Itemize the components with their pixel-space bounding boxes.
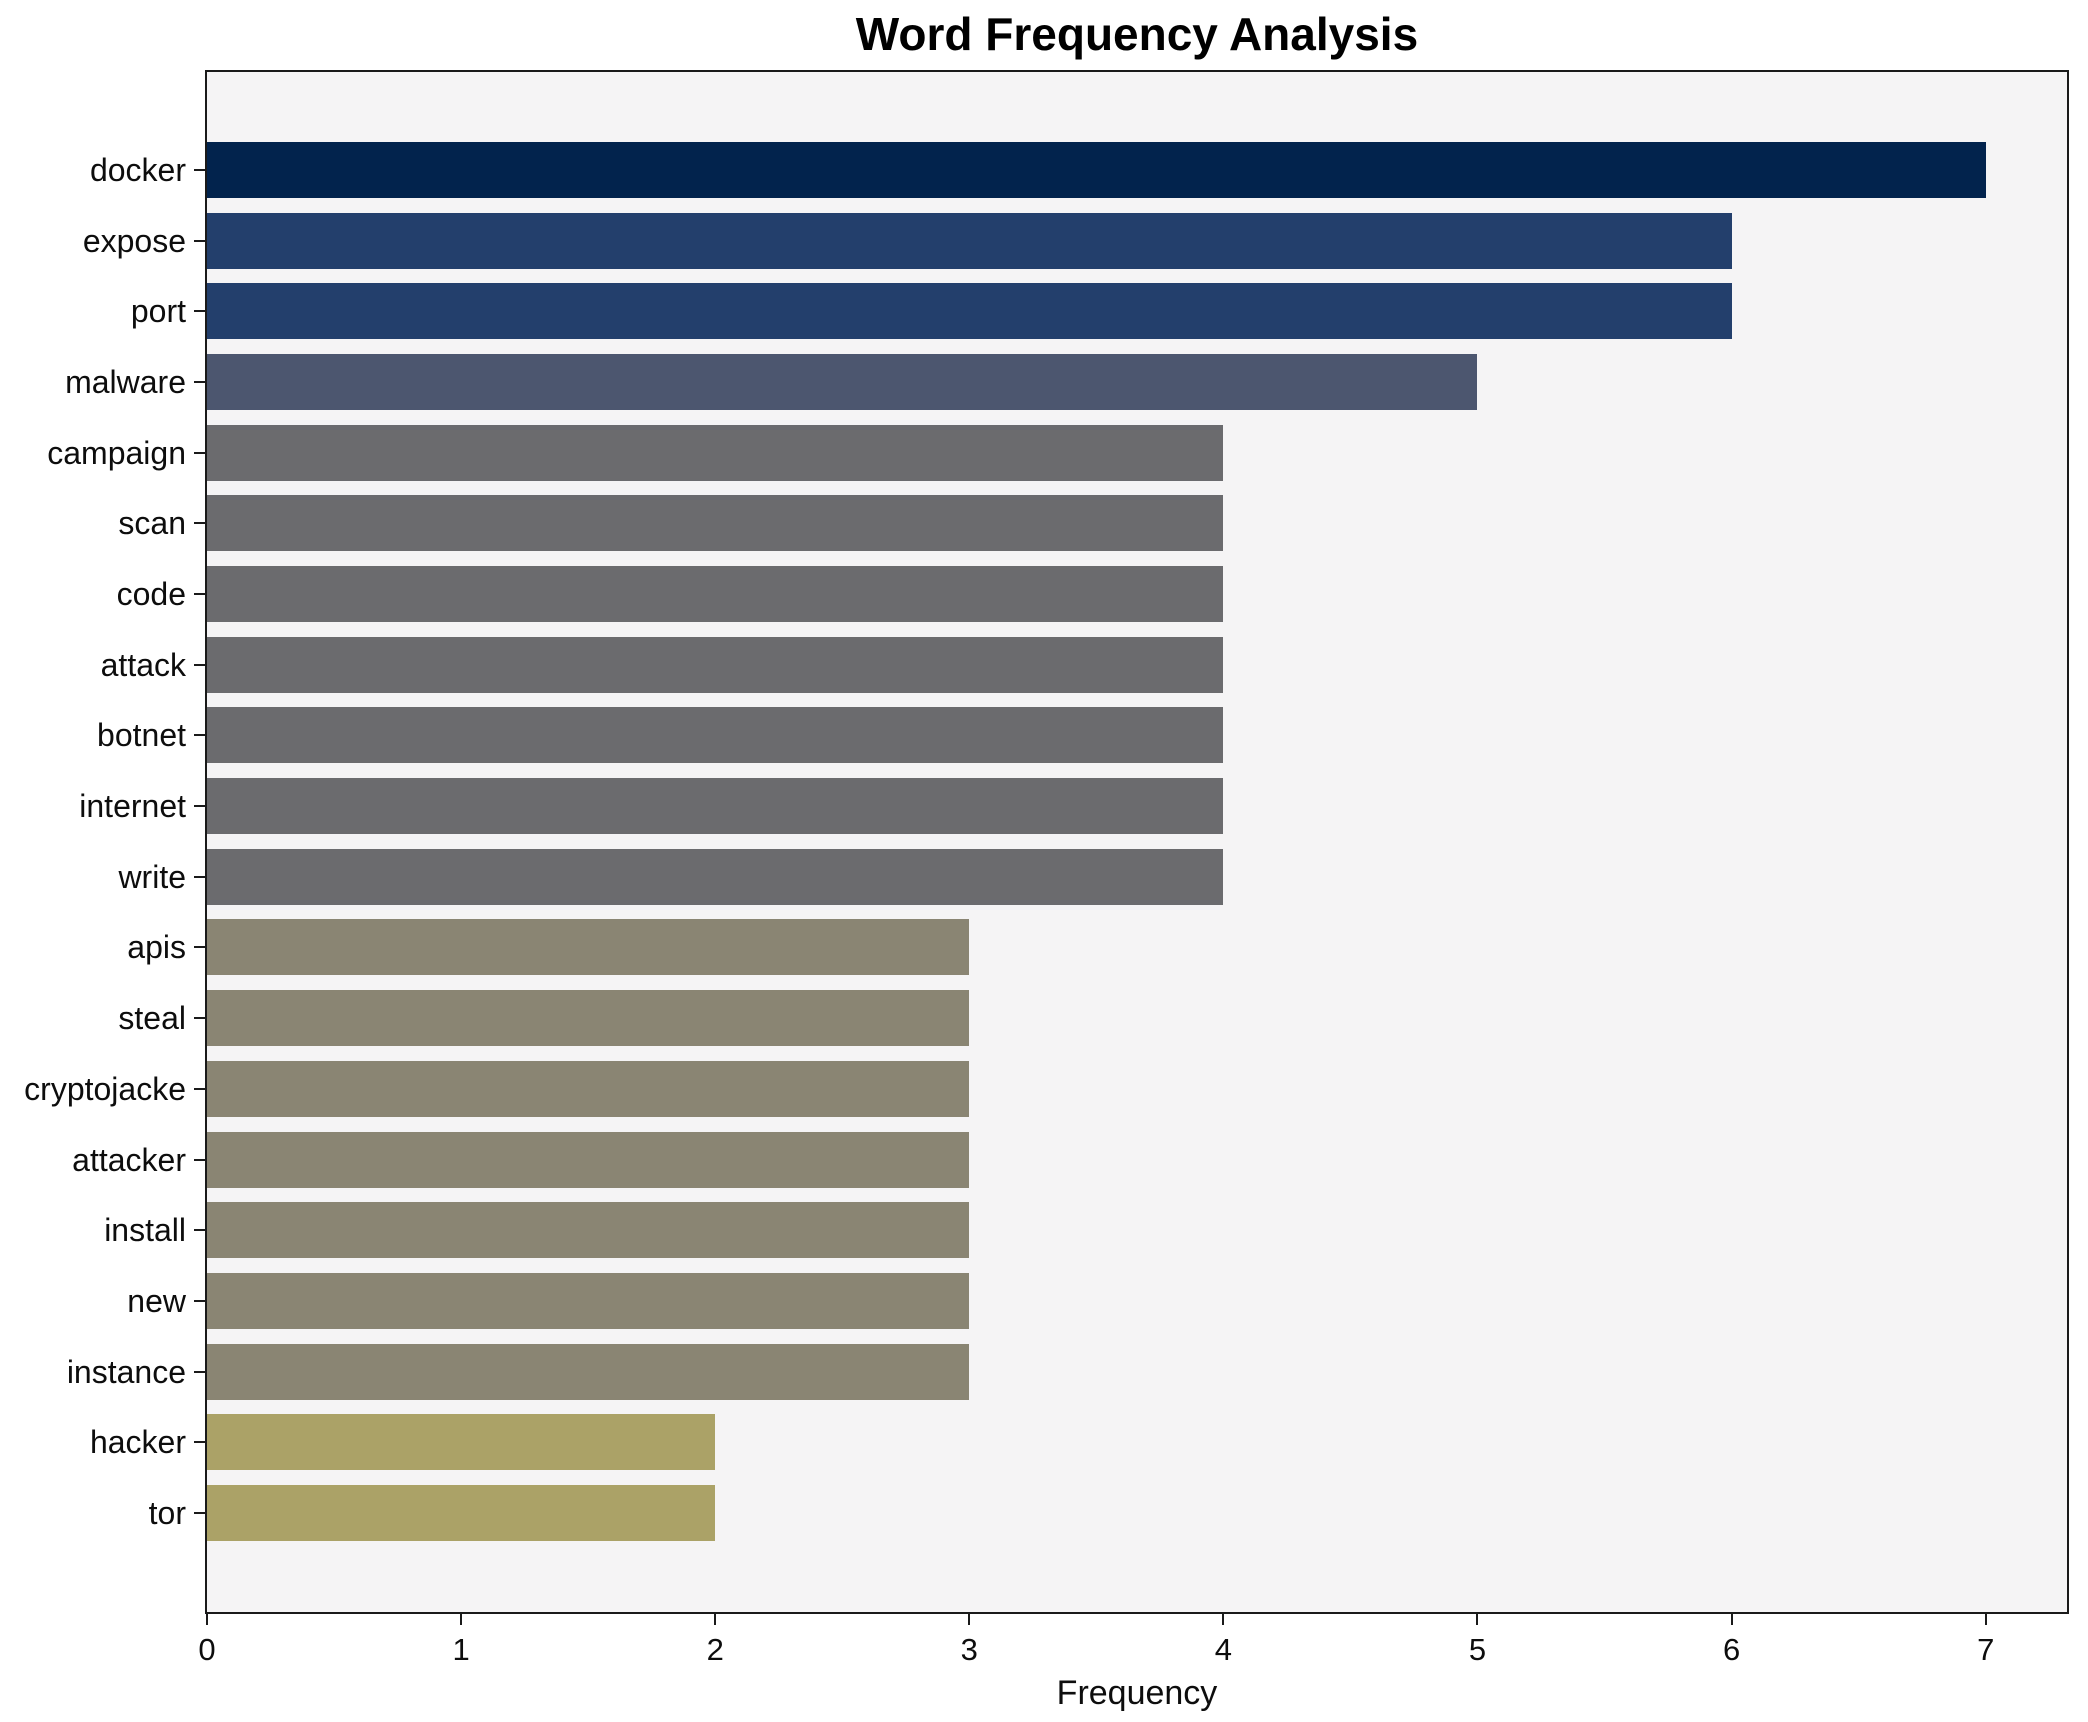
y-tick (194, 169, 205, 171)
y-tick (194, 1299, 205, 1302)
x-tick (968, 1614, 971, 1625)
x-tick (714, 1614, 717, 1625)
x-tick (460, 1614, 463, 1625)
y-tick-label-tor: tor (148, 1494, 186, 1531)
y-tick (194, 1511, 205, 1514)
x-tick-label: 3 (960, 1632, 978, 1667)
x-tick-label: 5 (1468, 1632, 1487, 1667)
x-tick-label: 2 (706, 1632, 724, 1667)
bar-campaign (207, 424, 1224, 481)
x-tick (1984, 1614, 1987, 1625)
y-tick-label-new: new (127, 1282, 186, 1319)
y-tick-label-internet: internet (79, 788, 186, 825)
y-tick (194, 805, 205, 808)
y-tick (194, 1229, 205, 1232)
y-tick (194, 663, 205, 666)
y-tick-label-cryptojacke: cryptojacke (24, 1070, 186, 1107)
y-tick-label-steal: steal (118, 1000, 186, 1037)
bar-malware (207, 354, 1478, 411)
x-tick-label: 6 (1722, 1632, 1741, 1667)
y-tick-label-campaign: campaign (47, 434, 186, 471)
y-tick-label-botnet: botnet (97, 717, 186, 754)
x-tick-label: 4 (1214, 1632, 1233, 1667)
bar-attack (207, 636, 1224, 693)
bar-hacker (207, 1414, 716, 1471)
y-tick (194, 1441, 205, 1444)
y-tick-label-port: port (130, 293, 186, 330)
bar-code (207, 566, 1224, 623)
bar-docker (207, 142, 1986, 198)
bar-expose (207, 212, 1732, 269)
y-tick-label-write: write (118, 858, 186, 895)
y-tick-label-install: install (104, 1212, 186, 1249)
y-tick (194, 1087, 205, 1090)
y-tick-label-code: code (116, 576, 186, 613)
x-tick-label: 1 (452, 1632, 470, 1667)
y-tick (194, 946, 205, 949)
y-tick (194, 1158, 205, 1161)
bar-attacker (207, 1131, 970, 1188)
bar-write (207, 848, 1224, 905)
y-tick-label-instance: instance (66, 1353, 186, 1390)
x-tick (1730, 1614, 1733, 1625)
bar-tor (207, 1484, 716, 1541)
bar-steal (207, 990, 970, 1047)
y-tick (194, 875, 205, 878)
y-tick-label-apis: apis (127, 929, 186, 966)
y-tick-label-hacker: hacker (89, 1424, 186, 1461)
y-tick-label-expose: expose (82, 222, 186, 259)
y-tick (194, 451, 205, 454)
y-tick (194, 1370, 205, 1373)
x-tick-label: 7 (1977, 1632, 1995, 1667)
bar-apis (207, 919, 970, 976)
y-tick-label-attack: attack (100, 646, 186, 683)
x-tick (206, 1614, 208, 1625)
x-tick (1222, 1614, 1225, 1625)
chart-title: Word Frequency Analysis (855, 8, 1419, 60)
bar-cryptojacke (207, 1060, 970, 1117)
bar-scan (207, 495, 1224, 552)
bar-new (207, 1272, 970, 1329)
bar-instance (207, 1343, 970, 1400)
plot-area (205, 70, 2069, 1614)
x-axis-label: Frequency (1056, 1674, 1218, 1712)
y-tick-label-malware: malware (65, 364, 186, 401)
y-tick-label-attacker: attacker (72, 1141, 186, 1178)
bar-install (207, 1202, 970, 1259)
bar-botnet (207, 707, 1224, 764)
y-tick (194, 381, 205, 384)
bar-internet (207, 778, 1224, 835)
y-tick-label-docker: docker (89, 152, 186, 188)
y-tick (194, 1017, 205, 1020)
y-tick (194, 239, 205, 242)
y-tick (194, 734, 205, 737)
x-tick (1476, 1614, 1479, 1625)
x-tick-label: 0 (198, 1632, 216, 1667)
bar-port (207, 283, 1732, 340)
y-tick (194, 310, 205, 313)
y-tick (194, 593, 205, 596)
y-tick-label-scan: scan (118, 505, 186, 542)
y-tick (194, 522, 205, 525)
